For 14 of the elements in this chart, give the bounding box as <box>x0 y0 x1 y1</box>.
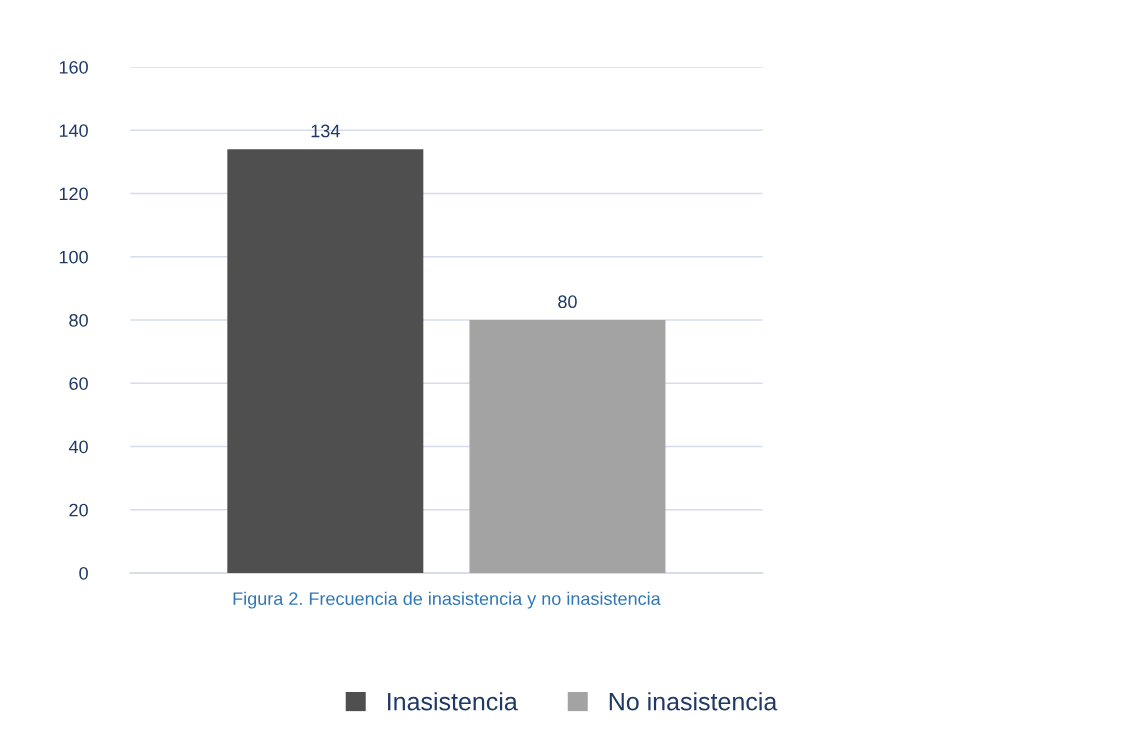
y-tick-label: 0 <box>79 566 88 580</box>
y-tick-label: 100 <box>59 250 88 264</box>
y-tick-label: 20 <box>69 503 88 517</box>
y-tick-label: 120 <box>59 187 88 201</box>
legend-label: Inasistencia <box>388 692 518 711</box>
y-tick-label: 160 <box>59 60 88 74</box>
legend-label: No inasistencia <box>609 692 778 711</box>
y-tick-label: 60 <box>69 377 88 390</box>
y-tick-label: 40 <box>68 440 88 454</box>
x-axis-title: Figura 2. Frecuencia de inasistencia y no inasistencia <box>233 591 661 609</box>
data-label: 80 <box>558 295 577 309</box>
y-tick-label: 80 <box>69 313 88 327</box>
y-tick-label: 140 <box>59 124 88 137</box>
data-label: 134 <box>311 124 340 138</box>
